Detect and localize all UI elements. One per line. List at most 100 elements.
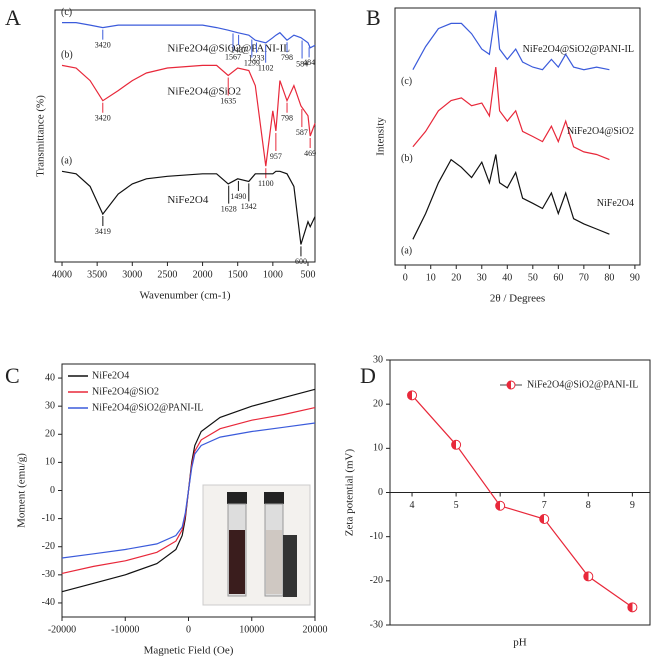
x-tick-label: -20000 (48, 624, 76, 635)
peak-label: 798 (281, 53, 293, 62)
panel-label: B (366, 5, 381, 30)
x-tick-label: 60 (553, 272, 563, 283)
x-tick-label: 10000 (239, 624, 264, 635)
x-tick-label: 70 (579, 272, 589, 283)
y-tick-label: -10 (370, 531, 383, 542)
y-tick-label: -20 (42, 541, 55, 552)
y-tick-label: -40 (42, 597, 55, 608)
series-name: NiFe2O4@SiO2 (567, 126, 634, 137)
plot-frame (394, 7, 641, 266)
x-tick-label: 10 (426, 272, 436, 283)
legend-label: NiFe2O4@SiO2 (92, 386, 159, 397)
series-label: (b) (61, 50, 73, 61)
x-tick-label: 3500 (87, 269, 107, 280)
peak-label: 469 (304, 149, 316, 158)
legend-label: NiFe2O4@SiO2@PANI-IL (527, 379, 638, 390)
x-tick-label: 8 (586, 500, 591, 511)
x-tick-label: 2500 (157, 269, 177, 280)
series-label: (a) (401, 246, 412, 257)
x-tick-label: 50 (528, 272, 538, 283)
y-tick-label: 10 (373, 443, 383, 454)
data-point (627, 602, 638, 613)
series-name: NiFe2O4@SiO2@PANI-IL (523, 44, 634, 55)
x-tick-label: 20 (451, 272, 461, 283)
y-axis-label: Intensity (375, 117, 387, 156)
peak-label: 1635 (220, 96, 236, 105)
y-tick-label: -30 (42, 569, 55, 580)
x-axis-label: Wavenumber (cm-1) (139, 290, 230, 302)
x-tick-label: -10000 (111, 624, 139, 635)
x-axis-label: 2θ / Degrees (490, 293, 545, 305)
x-tick-label: 90 (630, 272, 640, 283)
legend-marker (506, 380, 516, 390)
x-tick-label: 500 (300, 269, 315, 280)
series-line (61, 170, 316, 245)
x-tick-label: 40 (502, 272, 512, 283)
x-tick-label: 1000 (263, 269, 283, 280)
panel-label: A (5, 5, 21, 30)
peak-label: 1567 (225, 52, 241, 61)
y-axis-label: Zeta potential (mV) (344, 448, 356, 536)
y-tick-label: 0 (378, 487, 383, 498)
series-line (412, 154, 610, 240)
y-tick-label: 10 (45, 457, 55, 468)
series-label: (a) (61, 156, 72, 167)
y-axis-label: Transmittance (%) (35, 95, 47, 177)
peak-label: 1628 (221, 204, 237, 213)
series-line (62, 22, 316, 49)
series-name: NiFe2O4 (597, 198, 634, 209)
y-axis-label: Moment (emu/g) (16, 453, 28, 528)
x-tick-label: 9 (630, 500, 635, 511)
series-line (61, 422, 316, 559)
series-label: (c) (401, 76, 412, 87)
y-tick-label: 20 (45, 429, 55, 440)
series-label: (b) (401, 153, 413, 164)
legend-label: NiFe2O4 (92, 370, 129, 381)
x-tick-label: 5 (454, 500, 459, 511)
x-tick-label: 0 (403, 272, 408, 283)
plot-frame (54, 9, 316, 263)
peak-label: 1100 (258, 179, 274, 188)
data-point (451, 439, 462, 450)
peak-label: 484 (303, 58, 315, 67)
x-tick-label: 20000 (303, 624, 328, 635)
data-point (583, 571, 594, 582)
y-tick-label: -20 (370, 575, 383, 586)
series-line (411, 394, 633, 608)
peak-label: 1490 (230, 192, 246, 201)
series-line (412, 10, 610, 71)
peak-label: 1233 (248, 53, 264, 62)
x-tick-label: 80 (604, 272, 614, 283)
peak-label: 587 (296, 128, 308, 137)
x-axis-label: pH (513, 637, 527, 649)
series-name: NiFe2O4@SiO2 (167, 85, 241, 97)
y-tick-label: 30 (45, 400, 55, 411)
y-tick-label: -30 (370, 619, 383, 630)
y-tick-label: 30 (373, 354, 383, 365)
peak-label: 3420 (95, 40, 111, 49)
series-label: (c) (61, 7, 72, 18)
x-tick-label: 7 (542, 500, 547, 511)
x-tick-label: 4000 (52, 269, 72, 280)
inset-photo (202, 484, 311, 606)
peak-label: 1342 (241, 202, 257, 211)
data-point (539, 514, 550, 524)
peak-label: 600 (295, 257, 307, 266)
x-axis-label: Magnetic Field (Oe) (144, 645, 234, 657)
peak-label: 1299 (244, 58, 260, 67)
series-name: NiFe2O4@SiO2@PANI-IL (167, 43, 290, 55)
peak-label: 3419 (95, 227, 111, 236)
y-tick-label: 20 (373, 398, 383, 409)
data-point (495, 500, 506, 511)
x-tick-label: 30 (477, 272, 487, 283)
peak-label: 798 (281, 114, 293, 123)
series-name: NiFe2O4 (167, 194, 208, 206)
data-point (407, 390, 418, 401)
peak-label: 957 (270, 152, 282, 161)
panel-label: C (5, 363, 20, 388)
peak-label: 3420 (95, 114, 111, 123)
series-line (412, 67, 610, 161)
peak-label: 584 (296, 59, 308, 68)
peak-label: 1487 (231, 46, 247, 55)
